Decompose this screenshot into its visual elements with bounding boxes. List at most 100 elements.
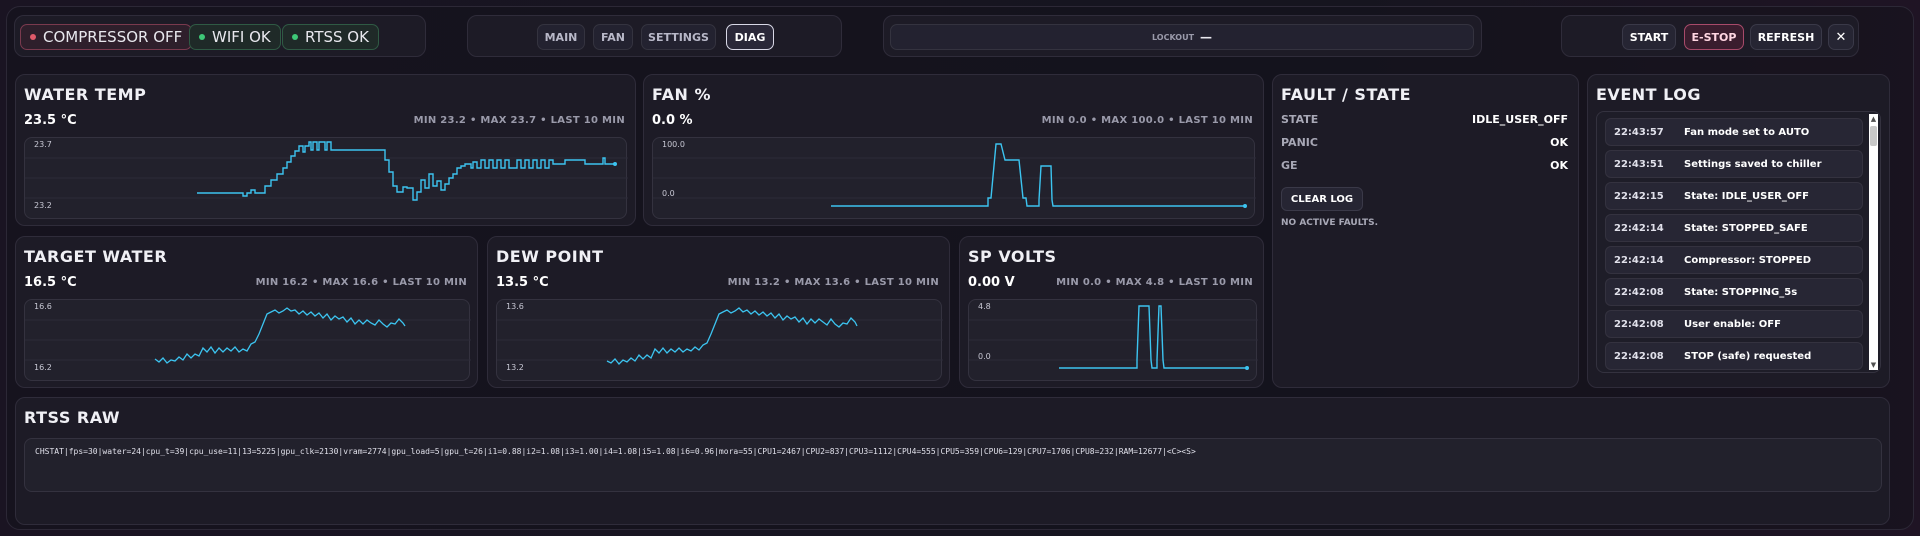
lockout-label: LOCKOUT: [1151, 32, 1195, 42]
card-title: DEW POINT: [496, 247, 604, 266]
water-temp-chart: 23.7 23.2: [24, 137, 628, 219]
status-dot-icon: [199, 34, 205, 40]
tab-diag[interactable]: DIAG: [726, 24, 774, 50]
card-value: 0.00 V: [968, 275, 1015, 290]
estop-button[interactable]: E-STOP: [1684, 24, 1744, 50]
close-button[interactable]: ✕: [1828, 24, 1854, 50]
log-time: 22:42:08: [1614, 287, 1664, 298]
clear-log-button[interactable]: CLEAR LOG: [1281, 187, 1363, 211]
y-max-label: 16.6: [34, 302, 52, 311]
card-title: TARGET WATER: [24, 247, 168, 266]
ge-label: GE: [1281, 159, 1298, 172]
fault-state-card: FAULT / STATE STATE IDLE_USER_OFF PANIC …: [1272, 74, 1579, 388]
y-max-label: 13.6: [506, 302, 524, 311]
target-water-chart: 16.6 16.2: [24, 299, 471, 381]
fan-chart: 100.0 0.0: [652, 137, 1256, 219]
card-title: FAULT / STATE: [1281, 85, 1412, 104]
log-time: 22:42:08: [1614, 319, 1664, 330]
tab-settings[interactable]: SETTINGS: [641, 24, 716, 50]
state-value: IDLE_USER_OFF: [1472, 113, 1568, 126]
card-stats: MIN 0.0 • MAX 4.8 • LAST 10 MIN: [1056, 277, 1253, 288]
sp-volts-chart: 4.8 0.0: [968, 299, 1258, 381]
log-message: State: STOPPED_SAFE: [1684, 223, 1808, 234]
fan-card: FAN % 0.0 % MIN 0.0 • MAX 100.0 • LAST 1…: [643, 74, 1264, 226]
card-value: 16.5 °C: [24, 275, 77, 290]
log-entry: 22:42:14 State: STOPPED_SAFE: [1605, 214, 1863, 242]
log-entry: 22:42:15 State: IDLE_USER_OFF: [1605, 182, 1863, 210]
refresh-button[interactable]: REFRESH: [1750, 24, 1822, 50]
y-max-label: 100.0: [662, 140, 685, 149]
y-min-label: 16.2: [34, 363, 52, 372]
log-message: Compressor: STOPPED: [1684, 255, 1812, 266]
dew-point-chart: 13.6 13.2: [496, 299, 943, 381]
chart-svg: 13.6 13.2: [497, 302, 943, 372]
sp-volts-card: SP VOLTS 0.00 V MIN 0.0 • MAX 4.8 • LAST…: [959, 236, 1264, 388]
log-entry: 22:42:08 State: STOPPING_5s: [1605, 278, 1863, 306]
card-stats: MIN 16.2 • MAX 16.6 • LAST 10 MIN: [255, 277, 467, 288]
log-message: State: IDLE_USER_OFF: [1684, 191, 1810, 202]
card-value: 0.0 %: [652, 113, 693, 128]
chart-svg: 4.8 0.0: [969, 302, 1258, 370]
scrollbar-thumb[interactable]: [1870, 126, 1877, 146]
log-time: 22:43:57: [1614, 127, 1664, 138]
card-title: EVENT LOG: [1596, 85, 1701, 104]
log-time: 22:42:15: [1614, 191, 1664, 202]
card-title: WATER TEMP: [24, 85, 147, 104]
lockout-indicator: LOCKOUT —: [890, 24, 1474, 50]
card-value: 13.5 °C: [496, 275, 549, 290]
y-min-label: 0.0: [978, 352, 991, 361]
log-entry: 22:42:14 Compressor: STOPPED: [1605, 246, 1863, 274]
log-message: STOP (safe) requested: [1684, 351, 1812, 362]
card-stats: MIN 13.2 • MAX 13.6 • LAST 10 MIN: [727, 277, 939, 288]
log-entry: 22:43:57 Fan mode set to AUTO: [1605, 118, 1863, 146]
log-message: State: STOPPING_5s: [1684, 287, 1798, 298]
y-min-label: 13.2: [506, 363, 524, 372]
log-message: Fan mode set to AUTO: [1684, 127, 1810, 138]
log-time: 22:42:14: [1614, 223, 1664, 234]
tab-main[interactable]: MAIN: [537, 24, 585, 50]
card-stats: MIN 0.0 • MAX 100.0 • LAST 10 MIN: [1041, 115, 1253, 126]
tab-fan[interactable]: FAN: [593, 24, 633, 50]
card-value: 23.5 °C: [24, 113, 77, 128]
wifi-status-label: WIFI OK: [212, 28, 271, 46]
y-min-label: 23.2: [34, 201, 52, 210]
log-time: 22:43:51: [1614, 159, 1664, 170]
y-max-label: 23.7: [34, 140, 52, 149]
rtss-status-badge: RTSS OK: [282, 24, 379, 50]
dew-point-card: DEW POINT 13.5 °C MIN 13.2 • MAX 13.6 • …: [487, 236, 950, 388]
event-log-list[interactable]: 22:43:57 Fan mode set to AUTO 22:43:51 Set…: [1596, 111, 1881, 373]
compressor-status-label: COMPRESSOR OFF: [43, 28, 183, 46]
rtss-raw-card: RTSS RAW CHSTAT|fps=30|water=24|cpu_t=39…: [15, 397, 1890, 525]
log-time: 22:42:14: [1614, 255, 1664, 266]
log-message: User enable: OFF: [1684, 319, 1781, 330]
chart-svg: 100.0 0.0: [653, 140, 1256, 208]
ge-value: OK: [1550, 159, 1568, 172]
close-icon: ✕: [1835, 29, 1847, 45]
fault-message: NO ACTIVE FAULTS.: [1281, 218, 1379, 228]
event-log-card: EVENT LOG 22:43:57 Fan mode set to AUTO 2…: [1587, 74, 1890, 388]
lockout-value: —: [1200, 30, 1213, 44]
y-min-label: 0.0: [662, 189, 675, 198]
log-entry: 22:42:08 User enable: OFF: [1605, 310, 1863, 338]
card-title: SP VOLTS: [968, 247, 1057, 266]
panic-value: OK: [1550, 136, 1568, 149]
log-time: 22:42:08: [1614, 351, 1664, 362]
scrollbar[interactable]: [1869, 114, 1878, 370]
log-entry: 22:42:08 STOP (safe) requested: [1605, 342, 1863, 370]
rtss-status-label: RTSS OK: [305, 28, 369, 46]
card-title: RTSS RAW: [24, 408, 121, 427]
chart-svg: 23.7 23.2: [25, 140, 628, 210]
start-button[interactable]: START: [1622, 24, 1676, 50]
log-entry: 22:43:51 Settings saved to chiller: [1605, 150, 1863, 178]
status-dot-icon: [30, 34, 36, 40]
panic-label: PANIC: [1281, 136, 1318, 149]
scroll-down-icon[interactable]: ▼: [1870, 361, 1877, 369]
wifi-status-badge: WIFI OK: [189, 24, 281, 50]
card-stats: MIN 23.2 • MAX 23.7 • LAST 10 MIN: [413, 115, 625, 126]
scroll-up-icon[interactable]: ▲: [1870, 115, 1877, 123]
target-water-card: TARGET WATER 16.5 °C MIN 16.2 • MAX 16.6…: [15, 236, 478, 388]
compressor-status-badge: COMPRESSOR OFF: [20, 24, 193, 50]
status-dot-icon: [292, 34, 298, 40]
water-temp-card: WATER TEMP 23.5 °C MIN 23.2 • MAX 23.7 •…: [15, 74, 636, 226]
log-message: Settings saved to chiller: [1684, 159, 1822, 170]
